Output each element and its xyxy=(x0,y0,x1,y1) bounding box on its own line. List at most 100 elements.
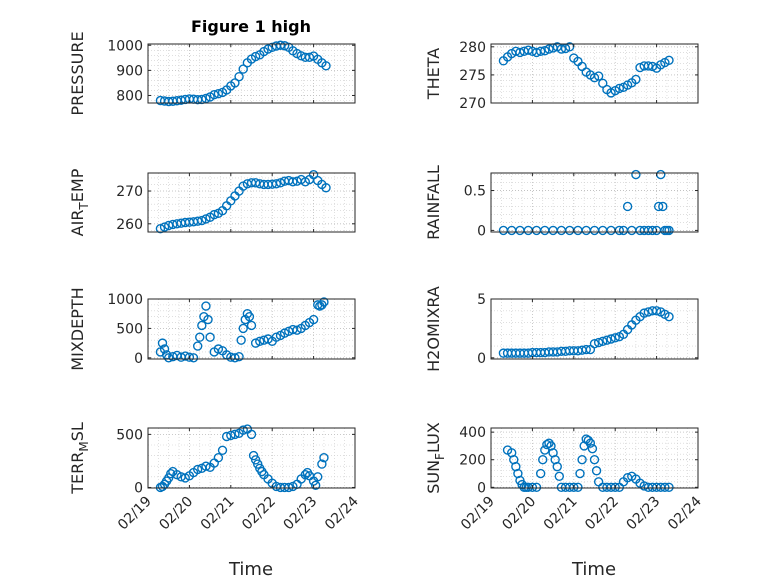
data-point xyxy=(610,333,620,343)
y-axis-label-mixdepth: MIXDEPTH xyxy=(68,287,87,370)
series-rainfall xyxy=(498,169,674,236)
y-axis-label-theta: THETA xyxy=(424,48,443,100)
data-point xyxy=(279,328,290,338)
y-tick-label: 270 xyxy=(116,184,143,200)
data-point xyxy=(288,177,298,187)
series-sun-flux xyxy=(502,434,674,493)
data-point xyxy=(213,344,224,354)
axes-box xyxy=(147,43,356,104)
data-point xyxy=(523,225,533,236)
subplot-air-temp: 260 270 AIRTEMP xyxy=(68,168,356,236)
data-point xyxy=(159,222,170,232)
data-point xyxy=(585,438,596,448)
data-point xyxy=(664,311,674,322)
series-air-temp xyxy=(155,169,331,234)
y-tick-label: 275 xyxy=(459,68,486,84)
y-tick-label: 0 xyxy=(134,351,143,367)
data-point xyxy=(319,297,329,307)
y-tick-label: 280 xyxy=(459,40,486,56)
y-tick-label: 0 xyxy=(477,351,486,367)
data-point xyxy=(581,225,591,236)
subplot-mixdepth: 0 500 1000 MIXDEPTH xyxy=(68,287,356,371)
axes-box xyxy=(490,43,699,104)
x-axis-label-left: Time xyxy=(228,559,273,580)
data-point xyxy=(631,74,641,85)
y-tick-label: 200 xyxy=(459,453,486,469)
data-point xyxy=(284,482,294,493)
data-point xyxy=(292,325,302,335)
data-point xyxy=(192,341,203,351)
data-point xyxy=(201,93,211,104)
y-tick-label: 5 xyxy=(477,292,486,308)
data-point xyxy=(593,477,604,487)
series-terr-msl xyxy=(155,424,329,493)
data-point xyxy=(581,344,591,355)
x-tick-label: 02/23 xyxy=(624,494,664,534)
y-tick-label: 260 xyxy=(116,217,143,233)
y-axis-label-air-temp: AIRTEMP xyxy=(68,168,91,236)
data-point xyxy=(538,455,548,465)
data-point xyxy=(656,169,666,180)
data-point xyxy=(598,336,608,347)
data-point xyxy=(658,201,668,212)
data-point xyxy=(535,46,546,57)
series-theta xyxy=(498,42,674,98)
data-point xyxy=(195,332,205,342)
data-point xyxy=(184,352,195,362)
y-axis-label-rainfall: RAINFALL xyxy=(424,165,443,240)
data-point xyxy=(238,64,248,74)
y-tick-label: 0 xyxy=(134,480,143,496)
x-tick-label: 02/23 xyxy=(281,494,321,534)
data-point xyxy=(556,44,567,54)
data-point xyxy=(515,225,525,236)
data-point xyxy=(319,453,329,463)
data-point xyxy=(159,344,170,354)
data-point xyxy=(569,482,579,493)
data-point xyxy=(163,353,174,363)
data-point xyxy=(575,468,585,479)
data-point xyxy=(310,480,321,491)
data-point xyxy=(236,335,246,345)
x-tick-label: 02/22 xyxy=(239,494,279,534)
data-point xyxy=(542,439,552,450)
series-mixdepth xyxy=(155,297,329,363)
data-point xyxy=(201,301,211,311)
axes-box xyxy=(147,427,356,489)
y-tick-label: 0.5 xyxy=(464,184,486,200)
x-tick-label: 02/19 xyxy=(115,494,155,534)
data-point xyxy=(250,51,261,62)
data-point xyxy=(627,225,637,236)
y-tick-label: 0 xyxy=(477,223,486,239)
x-tick-label: 02/21 xyxy=(541,494,581,534)
data-point xyxy=(213,453,224,463)
y-tick-label: 1000 xyxy=(107,292,143,308)
data-point xyxy=(660,482,670,493)
y-tick-label: 1000 xyxy=(107,38,143,54)
data-point xyxy=(639,308,649,318)
axes-box xyxy=(490,172,699,233)
data-point xyxy=(255,336,265,347)
x-tick-label: 02/24 xyxy=(665,493,705,533)
data-point xyxy=(653,201,664,212)
data-point xyxy=(308,314,319,325)
x-tick-label: 02/20 xyxy=(499,494,539,534)
data-point xyxy=(201,214,211,224)
subplot-rainfall: 0 0.5 RAINFALL xyxy=(424,165,699,240)
data-point xyxy=(544,44,554,54)
data-point xyxy=(213,89,224,99)
y-axis-label-h2omixra: H2OMIXRA xyxy=(424,286,443,372)
data-point xyxy=(321,183,331,193)
data-point xyxy=(244,311,255,322)
data-point xyxy=(587,443,598,454)
data-point xyxy=(197,215,207,226)
data-point xyxy=(552,461,562,472)
series-pressure xyxy=(155,40,331,107)
data-point xyxy=(631,169,641,180)
data-point xyxy=(664,55,674,65)
data-point xyxy=(535,468,546,479)
data-point xyxy=(275,178,286,188)
data-point xyxy=(321,61,331,71)
data-point xyxy=(267,42,277,52)
data-point xyxy=(275,40,286,50)
